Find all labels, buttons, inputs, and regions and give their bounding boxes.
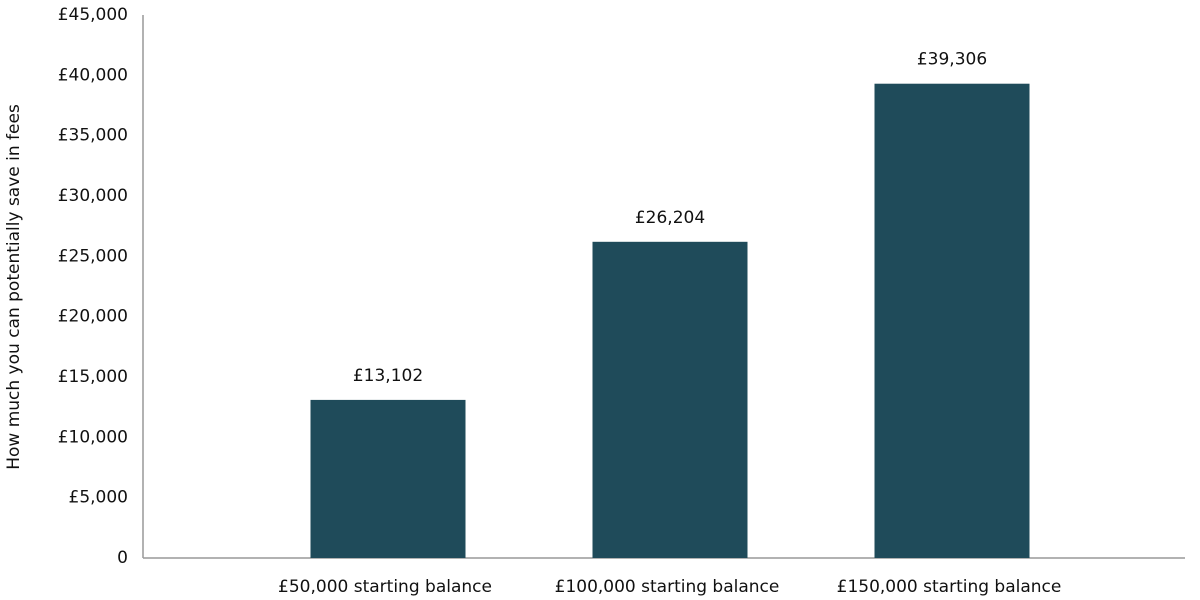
bar <box>310 399 466 558</box>
y-tick-label: £25,000 <box>58 246 128 266</box>
y-tick-label: £35,000 <box>58 126 128 146</box>
x-tick-label: £150,000 starting balance <box>837 577 1062 597</box>
data-label: £39,306 <box>917 50 987 70</box>
y-tick-label: £45,000 <box>58 5 128 25</box>
x-tick-label: £100,000 starting balance <box>555 577 780 597</box>
bar <box>874 83 1030 558</box>
y-tick-label: £20,000 <box>58 307 128 327</box>
y-tick-label: £15,000 <box>58 367 128 387</box>
y-tick-label: £5,000 <box>69 488 128 508</box>
y-tick-label: 0 <box>117 548 128 568</box>
y-tick-label: £10,000 <box>58 427 128 447</box>
y-tick-label: £40,000 <box>58 65 128 85</box>
data-label: £13,102 <box>353 366 423 386</box>
y-tick-label: £30,000 <box>58 186 128 206</box>
x-tick-label: £50,000 starting balance <box>278 577 492 597</box>
y-axis-label: How much you can potentially save in fee… <box>4 104 24 470</box>
data-label: £26,204 <box>635 208 705 228</box>
bar <box>592 241 748 559</box>
